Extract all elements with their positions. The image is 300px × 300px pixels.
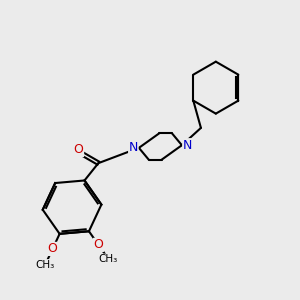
Text: N: N — [129, 141, 138, 154]
Text: O: O — [48, 242, 58, 255]
Text: N: N — [183, 139, 192, 152]
Text: O: O — [94, 238, 103, 251]
Text: O: O — [74, 143, 84, 157]
Text: CH₃: CH₃ — [99, 254, 118, 264]
Text: CH₃: CH₃ — [36, 260, 55, 270]
